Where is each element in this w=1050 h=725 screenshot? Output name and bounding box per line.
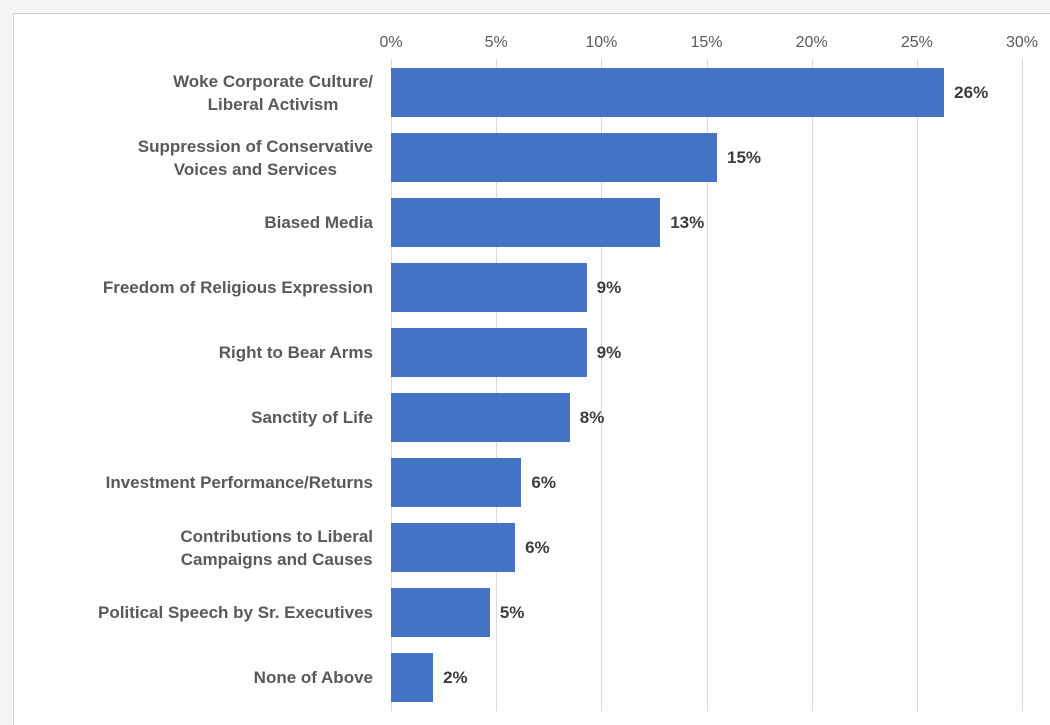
- category-label: Investment Performance/Returns: [14, 458, 373, 507]
- gridline: [916, 59, 918, 711]
- category-label: Right to Bear Arms: [14, 328, 373, 377]
- x-axis-tick-label: 30%: [1005, 34, 1039, 51]
- gridline: [811, 59, 813, 711]
- category-label: Biased Media: [14, 198, 373, 247]
- category-label: Freedom of Religious Expression: [14, 263, 373, 312]
- chart-row: Woke Corporate Culture/ Liberal Activism…: [14, 68, 1050, 117]
- category-label: Contributions to Liberal Campaigns and C…: [14, 523, 373, 572]
- value-label: 15%: [727, 147, 762, 167]
- chart-row: Biased Media 13%: [14, 198, 1050, 247]
- value-label: 5%: [499, 602, 525, 622]
- gridline: [601, 59, 603, 711]
- category-label-text: Contributions to Liberal Campaigns and C…: [180, 526, 373, 569]
- value-label: 26%: [954, 82, 989, 102]
- value-label: 13%: [670, 212, 705, 232]
- category-label-text: Right to Bear Arms: [218, 343, 373, 362]
- value-label: 6%: [525, 537, 550, 557]
- x-axis-tick-label: 5%: [484, 34, 508, 51]
- chart-row: Political Speech by Sr. Executives 5%: [14, 588, 1050, 637]
- bar: [391, 458, 522, 507]
- value-label: 2%: [443, 667, 468, 687]
- category-label-text: None of Above: [253, 668, 373, 687]
- chart-row: Contributions to Liberal Campaigns and C…: [14, 523, 1050, 572]
- value-label: 9%: [596, 342, 622, 362]
- category-label-text: Woke Corporate Culture/ Liberal Activism: [173, 71, 373, 114]
- category-label-text: Freedom of Religious Expression: [102, 278, 373, 297]
- category-label: Suppression of Conservative Voices and S…: [14, 133, 373, 182]
- bar: [391, 133, 718, 182]
- category-label-text: Political Speech by Sr. Executives: [98, 603, 373, 622]
- category-label: Political Speech by Sr. Executives: [14, 588, 373, 637]
- bar: [391, 328, 587, 377]
- bar: [391, 68, 945, 117]
- category-label-text: Investment Performance/Returns: [105, 473, 373, 492]
- category-label-text: Suppression of Conservative Voices and S…: [137, 136, 373, 179]
- x-axis-tick-label: 20%: [795, 34, 828, 51]
- gridline: [706, 59, 708, 711]
- bar: [391, 393, 570, 442]
- chart-row: Freedom of Religious Expression 9%: [14, 263, 1050, 312]
- bar: [391, 523, 516, 572]
- gridline: [496, 59, 498, 711]
- x-axis-tick-label: 0%: [379, 34, 403, 51]
- bar: [391, 588, 490, 637]
- category-label: Woke Corporate Culture/ Liberal Activism: [14, 68, 373, 117]
- bar: [391, 653, 434, 702]
- bar: [391, 263, 587, 312]
- category-label-text: Sanctity of Life: [251, 408, 373, 427]
- chart-row: Right to Bear Arms 9%: [14, 328, 1050, 377]
- value-label: 8%: [579, 407, 605, 427]
- bar-chart: 0% 5% 10% 15% 20% 25% 30% Woke Corporate Cultu…: [13, 13, 1050, 725]
- x-axis-tick-label: 15%: [690, 34, 723, 51]
- gridline: [1022, 59, 1023, 711]
- category-label: Sanctity of Life: [14, 393, 373, 442]
- gridline: [391, 59, 392, 711]
- chart-row: Suppression of Conservative Voices and S…: [14, 133, 1050, 182]
- value-label: 6%: [531, 472, 556, 492]
- category-label-text: Biased Media: [264, 213, 373, 232]
- value-label: 9%: [596, 277, 622, 297]
- chart-row: None of Above 2%: [14, 653, 1050, 702]
- bar: [391, 198, 661, 247]
- chart-row: Investment Performance/Returns 6%: [14, 458, 1050, 507]
- chart-row: Sanctity of Life 8%: [14, 393, 1050, 442]
- x-axis-tick-label: 25%: [900, 34, 933, 51]
- category-label: None of Above: [14, 653, 373, 702]
- x-axis-tick-label: 10%: [585, 34, 618, 51]
